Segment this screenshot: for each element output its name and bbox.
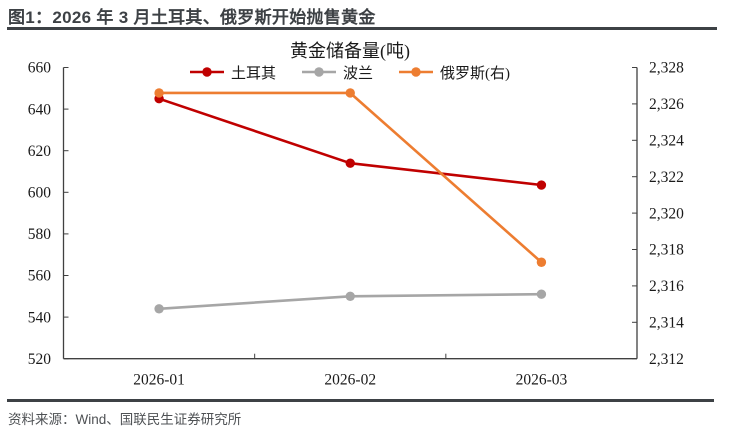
left-axis-tick-label: 520 [28,351,52,368]
x-axis-tick-label: 2026-01 [133,372,185,389]
series-line-turkey [158,97,542,187]
legend-marker-poland-icon [302,67,336,77]
source-note: 资料来源：Wind、国联民生证券研究所 [8,412,242,427]
legend-item-russia: 俄罗斯(右) [399,62,510,83]
right-axis-tick-label: 2,316 [649,278,684,295]
chart-title: 黄金储备量(吨) [290,41,410,61]
data-point-poland [536,289,547,299]
right-axis-tick-label: 2,318 [649,242,684,259]
right-axis-tick-label: 2,320 [649,205,684,222]
chart-legend: 土耳其 波兰 俄罗斯(右) [63,62,637,82]
x-axis-tick-label: 2026-03 [516,372,568,389]
title-divider [7,27,717,30]
left-axis-tick-label: 660 [28,60,52,77]
right-axis-tick-label: 2,324 [649,133,684,150]
legend-marker-turkey-icon [189,67,224,77]
right-axis-tick-label: 2,314 [649,315,684,332]
legend-label-poland: 波兰 [343,65,374,82]
legend-label-turkey: 土耳其 [230,65,276,82]
right-axis-tick-label: 2,326 [649,96,684,113]
data-point-russia [345,88,355,98]
data-point-russia [536,257,547,267]
legend-label-russia: 俄罗斯(右) [440,65,511,82]
left-axis-tick-label: 560 [28,268,52,285]
figure-title: 图1：2026 年 3 月土耳其、俄罗斯开始抛售黄金 [8,8,376,27]
right-axis-tick-label: 2,312 [649,351,684,368]
data-point-russia [154,88,164,98]
left-axis-tick-label: 540 [28,309,52,326]
data-point-poland [345,291,355,301]
data-point-turkey [345,158,355,168]
legend-item-turkey: 土耳其 [189,62,276,83]
data-point-turkey [536,180,547,190]
left-axis-tick-label: 600 [28,185,52,202]
legend-marker-russia-icon [399,67,434,77]
data-point-poland [154,304,164,314]
right-axis-tick-label: 2,328 [649,60,684,77]
footer-divider [7,399,714,402]
x-axis-tick-label: 2026-02 [324,372,376,389]
legend-item-poland: 波兰 [302,62,373,83]
left-axis-tick-label: 620 [28,143,52,160]
left-axis-tick-label: 640 [28,101,52,118]
right-axis-tick-label: 2,322 [649,169,684,186]
left-axis-tick-label: 580 [28,226,52,243]
